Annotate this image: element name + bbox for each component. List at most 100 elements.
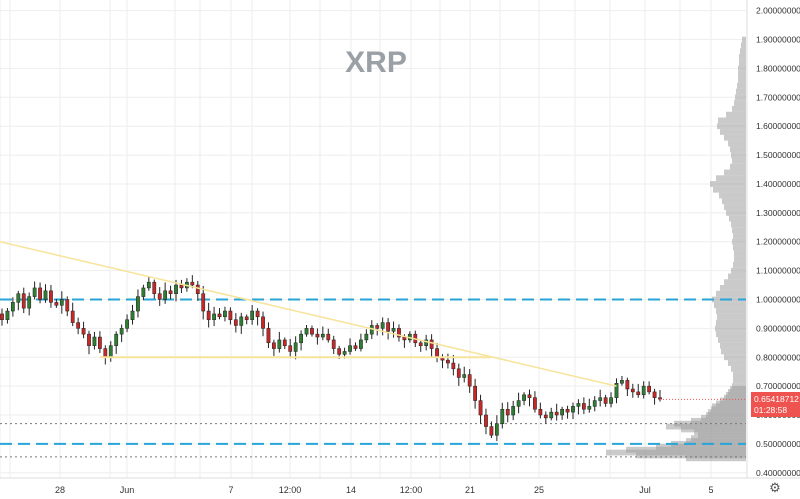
volume-profile-bar <box>728 140 746 147</box>
candle-body <box>467 374 472 387</box>
candle-body <box>625 380 630 390</box>
candle-body <box>43 290 48 300</box>
candle-body <box>244 316 249 320</box>
y-tick-label: 1.90000000 <box>756 35 800 45</box>
candle-body <box>522 394 526 401</box>
candle-body <box>54 302 59 306</box>
volume-profile-bar <box>732 227 746 234</box>
volume-profile-bar <box>710 181 746 187</box>
candle-body <box>549 411 554 419</box>
volume-profile-bar <box>731 221 746 228</box>
candle-body <box>647 385 652 393</box>
candle-body <box>380 322 385 329</box>
y-tick-label: 1.60000000 <box>756 121 800 131</box>
volume-profile-bar <box>738 71 746 78</box>
candle-body <box>277 339 282 349</box>
candle-body <box>141 287 146 297</box>
candle-body <box>516 400 521 407</box>
candle-body <box>179 284 184 289</box>
candle-body <box>87 333 91 346</box>
volume-profile-bar <box>717 123 746 130</box>
candle-body <box>114 333 119 346</box>
volume-profile-bar <box>740 48 746 54</box>
candle-body <box>206 310 211 320</box>
candle-body <box>505 408 510 416</box>
candle-body <box>418 342 423 346</box>
volume-profile-bar <box>733 371 746 378</box>
candle-body <box>484 414 488 427</box>
candle-body <box>435 348 439 358</box>
candle-body <box>462 374 467 378</box>
volume-profile-bar <box>720 129 746 135</box>
volume-profile-bar <box>736 88 746 95</box>
volume-profile-bar <box>730 146 746 153</box>
candle-body <box>337 348 342 355</box>
candle-body <box>174 284 178 294</box>
volume-profile-bar <box>720 285 746 291</box>
candle-body <box>201 293 206 312</box>
candle-body <box>598 397 603 401</box>
volume-profile-bar <box>732 383 746 390</box>
x-tick-label: Jul <box>639 485 651 495</box>
candle-body <box>38 287 42 300</box>
candle-body <box>652 391 657 398</box>
candle-body <box>195 284 200 294</box>
x-tick-label: 12:00 <box>279 485 302 495</box>
candle-body <box>391 328 396 332</box>
volume-profile-bar <box>720 342 746 349</box>
trendline <box>0 240 617 387</box>
candle-body <box>310 328 314 335</box>
volume-profile-bar <box>728 273 746 280</box>
candle-body <box>266 328 271 344</box>
candle-body <box>543 414 548 419</box>
candle-body <box>456 368 461 378</box>
candle-body <box>5 310 10 320</box>
candle-body <box>446 359 450 364</box>
volume-profile-bar <box>716 175 746 182</box>
volume-profile-bar <box>730 163 746 170</box>
volume-profile-bar <box>729 215 746 222</box>
candle-body <box>554 411 559 416</box>
candle-body <box>130 310 135 320</box>
volume-profile-bar <box>733 261 746 268</box>
candle-body <box>424 339 429 346</box>
countdown-timer: 01:28:58 <box>754 405 788 416</box>
candle-body <box>103 348 108 358</box>
current-price-tag: 0.65418712 01:28:58 <box>751 392 800 418</box>
candle-body <box>527 394 532 398</box>
volume-profile-bar <box>712 403 746 410</box>
candle-body <box>0 313 4 320</box>
candle-body <box>353 345 358 349</box>
candle-body <box>478 400 483 416</box>
volume-profile-bar <box>726 111 746 118</box>
volume-profile-bar <box>734 256 746 262</box>
candle-body <box>315 333 320 338</box>
candle-body <box>250 310 255 320</box>
volume-profile-bar <box>721 348 746 355</box>
y-tick-label: 0.80000000 <box>756 352 800 362</box>
candle-body <box>136 296 140 312</box>
candle-body <box>92 336 97 346</box>
y-tick-label: 0.50000000 <box>756 439 800 449</box>
candle-body <box>429 339 434 349</box>
candle-body <box>70 310 75 323</box>
x-tick-label: 28 <box>55 485 65 495</box>
x-tick-label: 5 <box>708 485 713 495</box>
candle-body <box>10 302 15 312</box>
gear-icon[interactable]: ⚙ <box>769 480 781 495</box>
candle-body <box>272 342 276 349</box>
candle-body <box>533 397 537 410</box>
volume-profile-bar <box>716 331 746 338</box>
volume-profile-bar <box>716 319 746 326</box>
candle-body <box>592 400 597 407</box>
candle-body <box>375 325 380 329</box>
candle-body <box>630 388 635 393</box>
y-tick-label: 0.90000000 <box>756 323 800 333</box>
volume-profile-bar <box>734 250 746 257</box>
candle-body <box>261 316 265 329</box>
candle-body <box>21 293 26 309</box>
volume-profile-bar <box>722 198 746 205</box>
volume-profile-bar <box>742 36 746 43</box>
